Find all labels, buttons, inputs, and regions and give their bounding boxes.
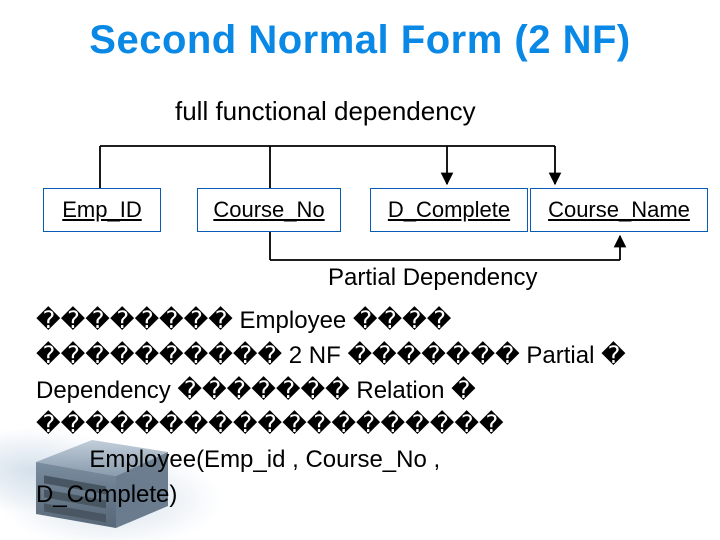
body-text: �������� Employee ���� ���������� 2 NF �… xyxy=(36,304,720,513)
body-line: Employee(Emp_id , Course_No , xyxy=(36,443,720,478)
full-dependency-label: full functional dependency xyxy=(175,96,476,127)
body-line: D_Complete) xyxy=(36,478,720,513)
partial-dependency-label: Partial Dependency xyxy=(328,264,537,292)
slide-title: Second Normal Form (2 NF) xyxy=(0,18,720,63)
body-line: ���������� 2 NF ������� Partial � xyxy=(36,339,720,374)
attr-emp-id: Emp_ID xyxy=(43,188,161,232)
attr-course-no: Course_No xyxy=(197,188,341,232)
body-line: �������� Employee ���� xyxy=(36,304,720,339)
body-line: ������������������� xyxy=(36,408,720,443)
body-line: Dependency ������� Relation � xyxy=(36,374,720,409)
attr-course-name: Course_Name xyxy=(530,188,708,232)
attr-d-complete: D_Complete xyxy=(370,188,528,232)
